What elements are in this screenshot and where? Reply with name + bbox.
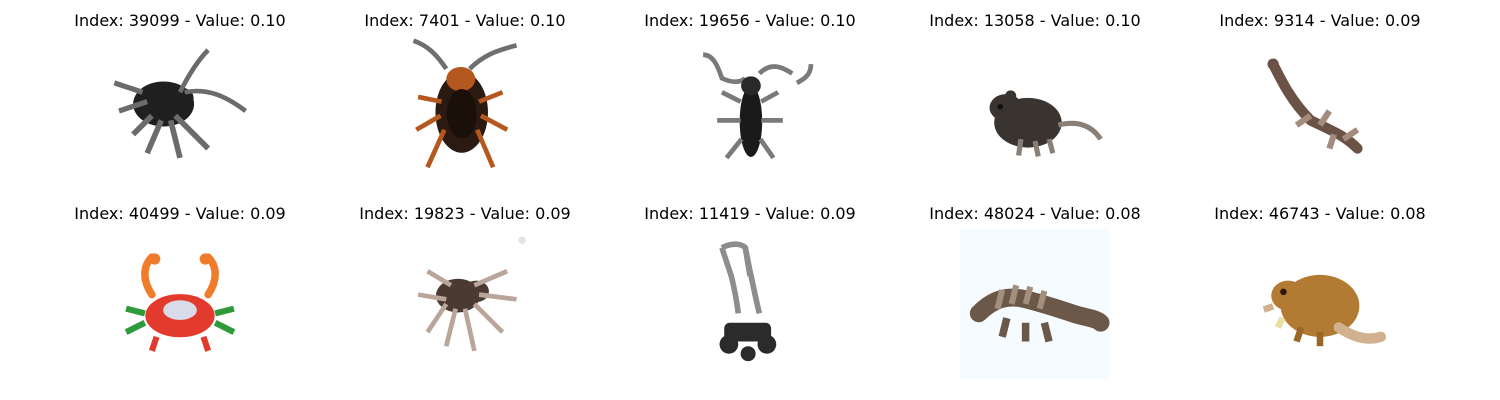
- crab-icon: [105, 229, 255, 379]
- cockroach-dark-icon: [105, 36, 255, 186]
- cell-title: Index: 13058 - Value: 0.10: [929, 11, 1141, 30]
- thumbnail-image: [1245, 229, 1395, 379]
- grid-cell: Index: 48024 - Value: 0.08: [910, 205, 1160, 385]
- thumbnail-image: [675, 229, 825, 379]
- thumbnail-image: [390, 229, 540, 379]
- grid-cell: Index: 13058 - Value: 0.10: [910, 12, 1160, 192]
- cell-title: Index: 19656 - Value: 0.10: [644, 11, 856, 30]
- thumbnail-image: [675, 36, 825, 186]
- dinosaur-icon: [960, 229, 1110, 379]
- thumbnail-image: [1245, 36, 1395, 186]
- cell-title: Index: 9314 - Value: 0.09: [1219, 11, 1421, 30]
- thumbnail-image: [390, 36, 540, 186]
- spider-icon: [390, 229, 540, 379]
- grid-cell: Index: 9314 - Value: 0.09: [1195, 12, 1445, 192]
- cell-title: Index: 11419 - Value: 0.09: [644, 204, 856, 223]
- lawn-mower-icon: [675, 229, 825, 379]
- beetle-longhorn-icon: [675, 36, 825, 186]
- thumbnail-image: [960, 36, 1110, 186]
- beaver-icon: [1245, 229, 1395, 379]
- cell-title: Index: 7401 - Value: 0.10: [364, 11, 566, 30]
- grid-cell: Index: 19656 - Value: 0.10: [625, 12, 875, 192]
- cell-title: Index: 39099 - Value: 0.10: [74, 11, 286, 30]
- grid-cell: Index: 40499 - Value: 0.09: [55, 205, 305, 385]
- grid-cell: Index: 7401 - Value: 0.10: [340, 12, 590, 192]
- grid-cell: Index: 11419 - Value: 0.09: [625, 205, 875, 385]
- cockroach-brown-icon: [390, 36, 540, 186]
- grid-cell: Index: 39099 - Value: 0.10: [55, 12, 305, 192]
- grid-cell: Index: 19823 - Value: 0.09: [340, 205, 590, 385]
- grid-cell: Index: 46743 - Value: 0.08: [1195, 205, 1445, 385]
- rat-icon: [960, 36, 1110, 186]
- cell-title: Index: 40499 - Value: 0.09: [74, 204, 286, 223]
- cell-title: Index: 48024 - Value: 0.08: [929, 204, 1141, 223]
- thumbnail-image: [960, 229, 1110, 379]
- lizard-icon: [1245, 36, 1395, 186]
- thumbnail-image: [105, 36, 255, 186]
- thumbnail-image: [105, 229, 255, 379]
- cell-title: Index: 19823 - Value: 0.09: [359, 204, 571, 223]
- cell-title: Index: 46743 - Value: 0.08: [1214, 204, 1426, 223]
